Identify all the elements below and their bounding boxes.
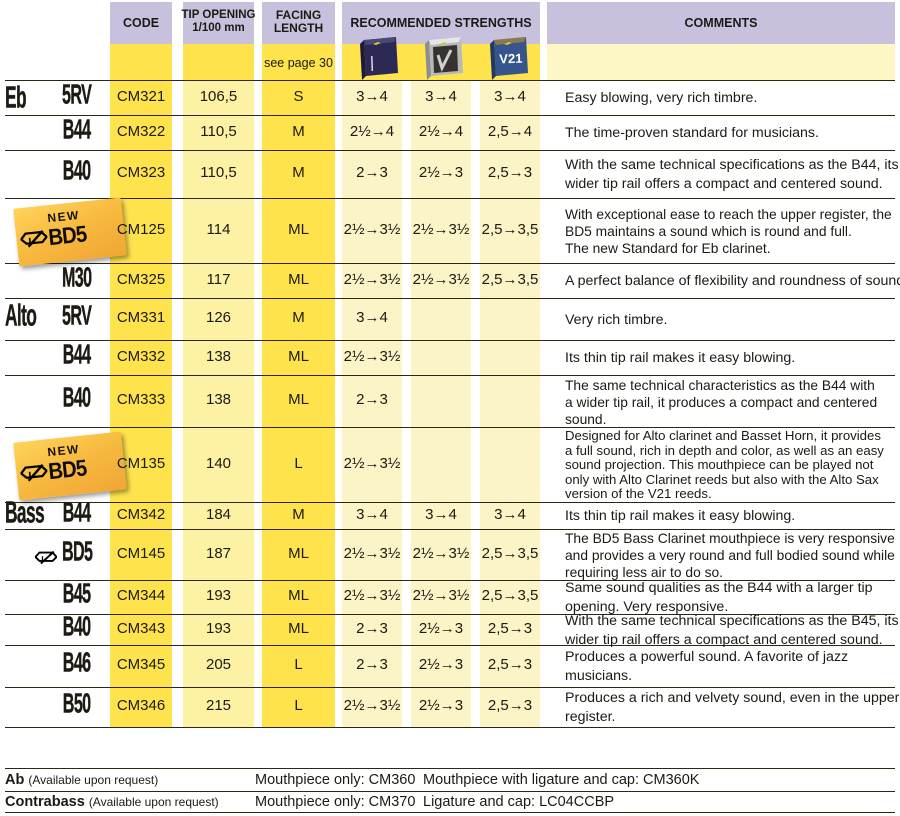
svg-text:V21: V21 xyxy=(499,51,523,67)
